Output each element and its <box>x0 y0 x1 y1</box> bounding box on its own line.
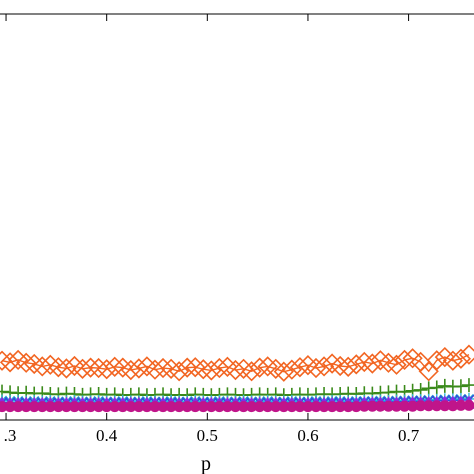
series-0-point-0 <box>0 350 13 371</box>
series-0-point-20 <box>152 357 174 379</box>
series-0-point-11 <box>80 357 101 378</box>
series-0-point-27 <box>209 357 230 379</box>
series-0-point-5 <box>32 356 53 377</box>
x-tick-label-2: 0.5 <box>197 426 218 445</box>
series-0-point-37 <box>289 357 311 378</box>
series-1-point-54 <box>429 380 444 395</box>
series-0-point-22 <box>169 361 190 382</box>
series-0-point-45 <box>354 351 375 373</box>
series-0-point-13 <box>96 359 117 380</box>
series-1-point-53 <box>421 381 436 396</box>
series-0-point-24 <box>185 357 206 378</box>
series-0-point-4 <box>24 353 45 375</box>
series-0-point-39 <box>305 357 327 379</box>
series-0 <box>0 344 474 382</box>
series-0-point-1 <box>0 352 21 373</box>
series-0-point-48 <box>378 352 399 373</box>
series-1-point-55 <box>437 378 452 393</box>
series-0-point-43 <box>338 356 359 377</box>
series-0-point-50 <box>394 349 415 371</box>
series-0-point-31 <box>241 361 262 382</box>
series-0-point-25 <box>193 359 214 380</box>
series-0-point-49 <box>386 354 407 375</box>
x-tick-label-0: .3 <box>4 426 17 445</box>
series-0-point-32 <box>249 357 270 378</box>
series-layer <box>0 344 474 413</box>
series-0-point-16 <box>120 359 141 381</box>
series-1-point-58 <box>461 378 474 393</box>
series-0-point-6 <box>40 354 61 375</box>
series-0-point-23 <box>177 357 198 378</box>
series-0-point-46 <box>362 353 383 374</box>
series-0-point-30 <box>233 358 254 379</box>
series-0-point-3 <box>16 352 37 373</box>
series-0-point-8 <box>56 358 77 379</box>
series-0-point-26 <box>201 360 222 381</box>
x-tick-label-3: 0.6 <box>297 426 318 445</box>
axes-layer <box>0 13 474 421</box>
x-tick-label-4: 0.7 <box>398 426 420 445</box>
series-0-point-56 <box>442 350 463 371</box>
series-1-point-57 <box>453 379 468 394</box>
series-0-point-29 <box>225 359 246 381</box>
series-5 <box>0 399 474 413</box>
series-0-point-33 <box>257 356 278 377</box>
x-axis-label: p <box>201 453 211 474</box>
series-0-point-58 <box>458 344 474 365</box>
series-0-point-44 <box>346 354 367 375</box>
series-0-point-36 <box>281 359 302 380</box>
series-0-point-10 <box>72 358 93 379</box>
series-0-point-7 <box>48 357 69 378</box>
series-0-point-54 <box>426 350 447 371</box>
ticks-layer: .3 0.4 0.5 0.6 0.7 <box>4 14 420 445</box>
series-5-point-58 <box>463 399 474 411</box>
series-0-point-19 <box>144 359 166 380</box>
series-0-point-40 <box>313 356 335 377</box>
series-0-point-15 <box>112 357 133 378</box>
series-0-point-14 <box>104 356 125 377</box>
series-0-point-35 <box>273 361 294 382</box>
series-0-point-41 <box>321 353 343 374</box>
series-0-point-47 <box>370 350 391 371</box>
labels-layer: p <box>201 453 211 474</box>
series-0-point-42 <box>330 355 351 377</box>
x-tick-label-1: 0.4 <box>96 426 118 445</box>
series-0-point-12 <box>88 357 109 379</box>
series-0-point-57 <box>450 348 472 369</box>
series-0-point-17 <box>128 358 150 379</box>
series-0-point-21 <box>160 358 182 379</box>
